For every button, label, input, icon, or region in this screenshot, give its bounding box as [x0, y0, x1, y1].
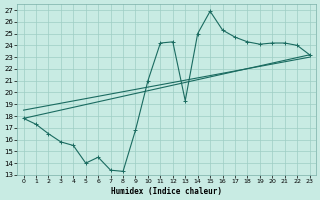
X-axis label: Humidex (Indice chaleur): Humidex (Indice chaleur): [111, 187, 222, 196]
